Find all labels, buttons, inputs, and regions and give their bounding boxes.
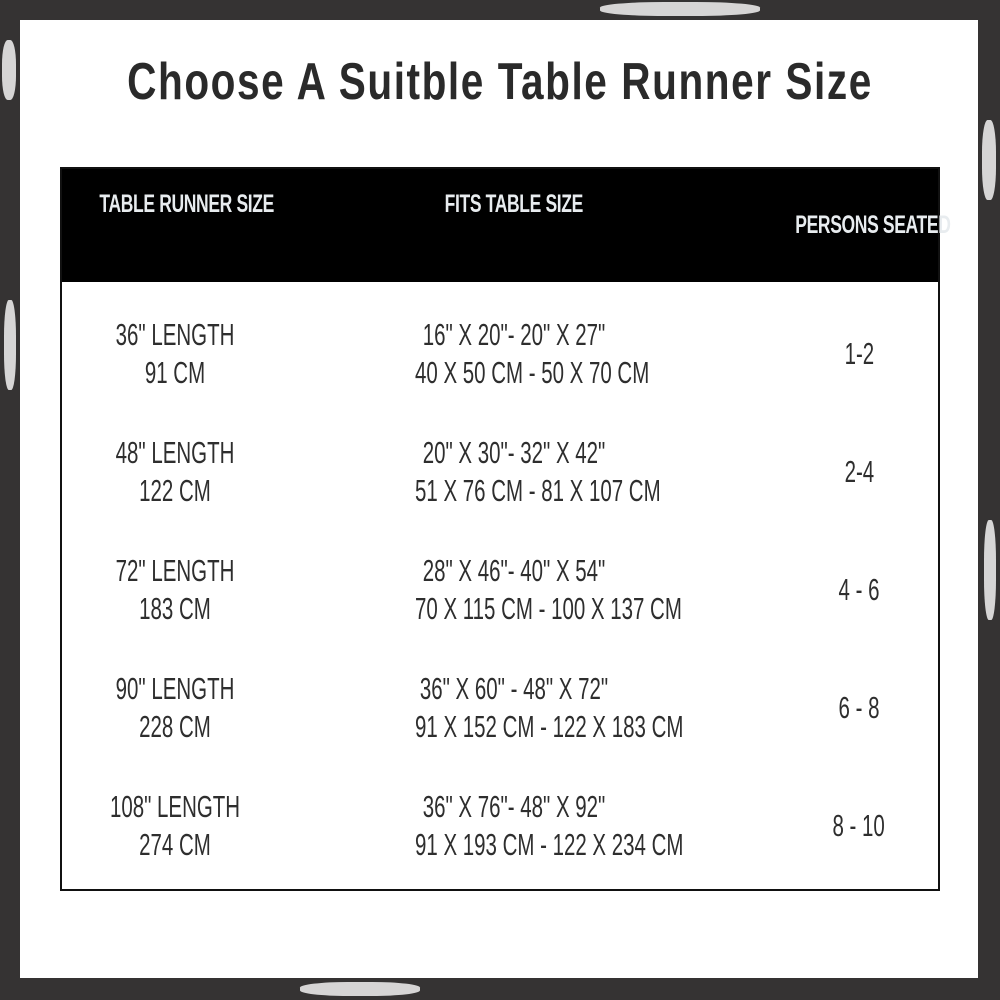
runner-size-cell: 36" LENGTH 91 CM: [62, 316, 288, 392]
table-row: 108" LENGTH 274 CM 36" X 76"- 48" X 92" …: [62, 767, 938, 885]
fits-size-inches: 20" X 30"- 32" X 42": [422, 435, 606, 470]
runner-length-inches: 48" LENGTH: [115, 435, 235, 470]
table-header: TABLE RUNNER SIZE FITS TABLE SIZE PERSON…: [62, 169, 951, 282]
persons-seated-value: 8 - 10: [832, 808, 886, 843]
title-text: Choose A Suitble Table Runner Size: [127, 53, 873, 111]
fits-size-cm: 51 X 76 CM - 81 X 107 CM: [415, 473, 661, 508]
header-label: FITS TABLE SIZE: [444, 190, 584, 218]
runner-length-inches: 108" LENGTH: [109, 789, 241, 824]
decor-shape: [984, 520, 996, 620]
decor-shape: [4, 300, 16, 390]
runner-size-cell: 48" LENGTH 122 CM: [62, 434, 288, 510]
fits-size-cm: 91 X 152 CM - 122 X 183 CM: [415, 709, 684, 744]
decor-shape: [300, 982, 420, 996]
runner-size-cell: 90" LENGTH 228 CM: [62, 670, 288, 746]
runner-size-cell: 72" LENGTH 183 CM: [62, 552, 288, 628]
table-row: 72" LENGTH 183 CM 28" X 46"- 40" X 54" 7…: [62, 531, 938, 649]
table-row: 36" LENGTH 91 CM 16" X 20"- 20" X 27" 40…: [62, 295, 938, 413]
header-fits-table-size: FITS TABLE SIZE: [364, 190, 664, 219]
fits-size-inches: 16" X 20"- 20" X 27": [422, 317, 606, 352]
runner-length-inches: 90" LENGTH: [115, 671, 235, 706]
page-title: Choose A Suitble Table Runner Size: [0, 52, 1000, 112]
persons-seated-value: 6 - 8: [838, 690, 880, 725]
fits-table-size-cell: 20" X 30"- 32" X 42" 51 X 76 CM - 81 X 1…: [364, 434, 664, 510]
table-row: 90" LENGTH 228 CM 36" X 60" - 48" X 72" …: [62, 649, 938, 767]
persons-seated-value: 4 - 6: [838, 572, 880, 607]
runner-length-cm: 228 CM: [139, 709, 211, 744]
fits-table-size-cell: 28" X 46"- 40" X 54" 70 X 115 CM - 100 X…: [364, 552, 682, 628]
fits-size-inches: 36" X 76"- 48" X 92": [422, 789, 606, 824]
decor-shape: [982, 120, 996, 200]
persons-seated-cell: 4 - 6: [799, 571, 919, 609]
runner-size-cell: 108" LENGTH 274 CM: [62, 788, 288, 864]
runner-length-inches: 72" LENGTH: [115, 553, 235, 588]
fits-size-cm: 40 X 50 CM - 50 X 70 CM: [415, 355, 650, 390]
table-row: 48" LENGTH 122 CM 20" X 30"- 32" X 42" 5…: [62, 413, 938, 531]
fits-size-cm: 70 X 115 CM - 100 X 137 CM: [415, 591, 682, 626]
fits-table-size-cell: 36" X 76"- 48" X 92" 91 X 193 CM - 122 X…: [364, 788, 684, 864]
persons-seated-value: 2-4: [844, 454, 874, 489]
fits-table-size-cell: 36" X 60" - 48" X 72" 91 X 152 CM - 122 …: [364, 670, 684, 746]
runner-length-cm: 183 CM: [139, 591, 211, 626]
persons-seated-value: 1-2: [844, 336, 874, 371]
header-persons-seated: PERSONS SEATED: [762, 211, 956, 240]
runner-length-cm: 91 CM: [144, 355, 206, 390]
decor-shape: [2, 40, 16, 100]
header-runner-size: TABLE RUNNER SIZE: [62, 190, 288, 219]
fits-size-inches: 36" X 60" - 48" X 72": [419, 671, 609, 706]
header-label: PERSONS SEATED: [795, 211, 951, 239]
fits-size-inches: 28" X 46"- 40" X 54": [422, 553, 606, 588]
fits-size-cm: 91 X 193 CM - 122 X 234 CM: [415, 827, 684, 862]
runner-length-cm: 274 CM: [139, 827, 211, 862]
persons-seated-cell: 6 - 8: [799, 689, 919, 727]
fits-table-size-cell: 16" X 20"- 20" X 27" 40 X 50 CM - 50 X 7…: [364, 316, 664, 392]
decor-shape: [600, 2, 760, 16]
persons-seated-cell: 2-4: [799, 453, 919, 491]
persons-seated-cell: 1-2: [799, 335, 919, 373]
size-table: TABLE RUNNER SIZE FITS TABLE SIZE PERSON…: [60, 167, 951, 891]
runner-length-cm: 122 CM: [139, 473, 211, 508]
header-label: TABLE RUNNER SIZE: [99, 190, 274, 218]
persons-seated-cell: 8 - 10: [799, 807, 919, 845]
runner-length-inches: 36" LENGTH: [115, 317, 235, 352]
